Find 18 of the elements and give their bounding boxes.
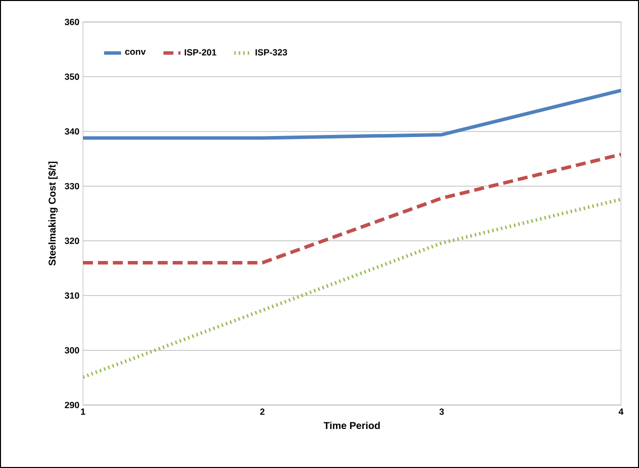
y-tick-label: 360 — [64, 18, 80, 26]
y-axis-title: Steelmaking Cost [$/t] — [48, 162, 58, 266]
y-tick-label: 350 — [64, 74, 80, 80]
x-axis-title: Time Period — [324, 422, 380, 430]
x-tick-label: 2 — [260, 408, 264, 415]
line-series — [83, 198, 622, 379]
y-tick-label: 310 — [64, 292, 80, 299]
y-tick-label: 300 — [64, 347, 80, 354]
legend-label: conv — [125, 50, 146, 55]
x-tick-label: 4 — [618, 408, 624, 415]
y-tick-label: 330 — [64, 182, 80, 190]
x-tick-label: 1 — [81, 408, 86, 415]
y-tick-label: 340 — [64, 128, 80, 135]
y-tick-label: 290 — [64, 402, 80, 408]
y-tick-label: 320 — [64, 238, 80, 244]
legend-label: ISP-323 — [256, 49, 288, 56]
x-tick-label: 3 — [439, 408, 444, 415]
legend-label: ISP-201 — [184, 49, 216, 56]
